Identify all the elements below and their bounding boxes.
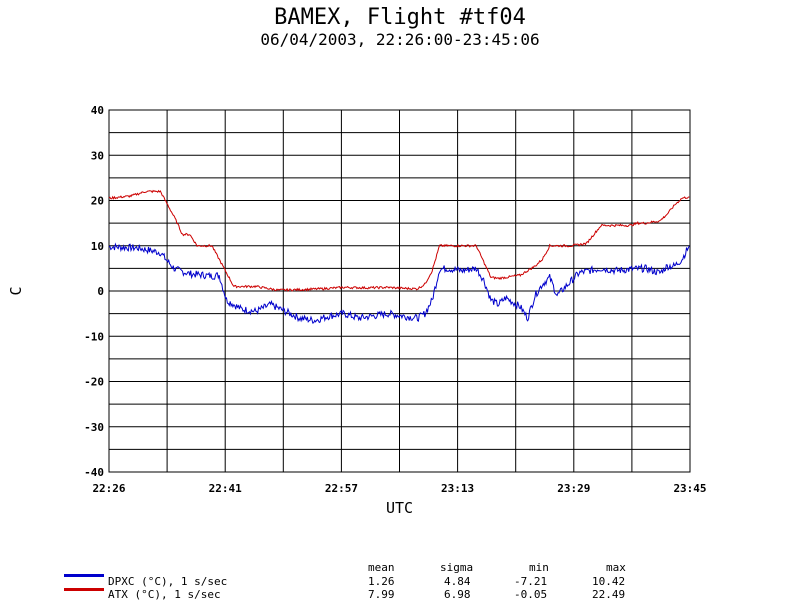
x-tick-label: 22:57 xyxy=(325,482,358,495)
chart-title: BAMEX, Flight #tf04 xyxy=(274,5,526,30)
y-tick-label: 30 xyxy=(91,149,104,162)
x-tick-label: 23:13 xyxy=(441,482,474,495)
legend-swatch-dpxc xyxy=(64,574,104,577)
legend-label-atx: ATX (°C), 1 s/sec xyxy=(108,588,221,601)
y-tick-label: -30 xyxy=(84,421,104,434)
x-tick-label: 22:41 xyxy=(209,482,242,495)
y-tick-label: 0 xyxy=(97,285,104,298)
stat-max-atx: 22.49 xyxy=(592,588,626,601)
stats-header-min: min xyxy=(529,561,549,574)
legend-label-dpxc: DPXC (°C), 1 s/sec xyxy=(108,575,228,588)
series-line-dpxc xyxy=(108,242,690,324)
x-tick-label: 23:45 xyxy=(673,482,706,495)
y-tick-label: -10 xyxy=(84,330,104,343)
legend-swatch-atx xyxy=(64,588,104,591)
stat-mean-dpxc: 1.26 xyxy=(368,575,395,588)
stat-max-dpxc: 10.42 xyxy=(592,575,626,588)
y-tick-label: 40 xyxy=(91,104,104,117)
stat-mean-atx: 7.99 xyxy=(368,588,395,601)
x-axis-label: UTC xyxy=(386,499,413,517)
x-tick-label: 22:26 xyxy=(92,482,125,495)
stats-header-sigma: sigma xyxy=(440,561,474,574)
y-tick-label: -40 xyxy=(84,466,104,479)
stat-min-atx: -0.05 xyxy=(514,588,548,601)
x-tick-label: 23:29 xyxy=(557,482,590,495)
y-axis-label: C xyxy=(7,286,25,295)
stats-header-mean: mean xyxy=(368,561,395,574)
stat-sigma-dpxc: 4.84 xyxy=(444,575,471,588)
stats-header-max: max xyxy=(606,561,626,574)
chart-subtitle: 06/04/2003, 22:26:00-23:45:06 xyxy=(260,30,540,49)
stat-sigma-atx: 6.98 xyxy=(444,588,471,601)
series-line-atx xyxy=(108,189,690,292)
y-tick-label: -20 xyxy=(84,376,104,389)
y-tick-label: 20 xyxy=(91,195,104,208)
stat-min-dpxc: -7.21 xyxy=(514,575,548,588)
y-tick-label: 10 xyxy=(91,240,104,253)
